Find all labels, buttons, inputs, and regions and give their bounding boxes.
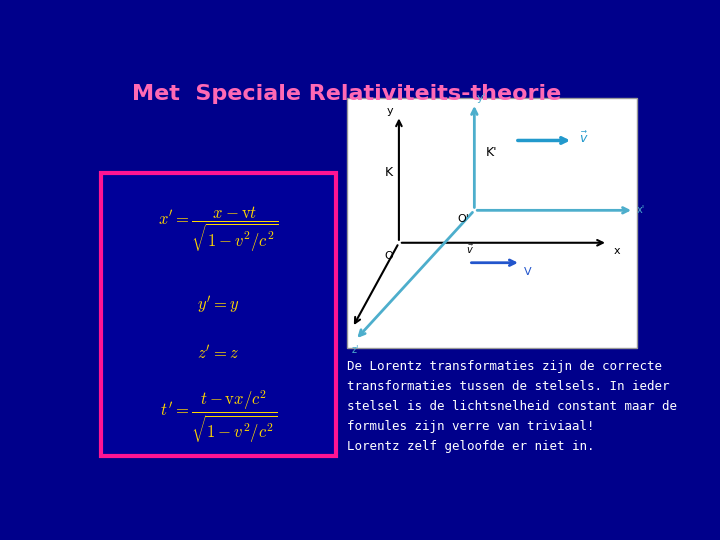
Text: z': z' bbox=[351, 345, 359, 355]
Text: K': K' bbox=[485, 146, 497, 159]
Text: O': O' bbox=[457, 214, 469, 225]
Text: formules zijn verre van triviaal!: formules zijn verre van triviaal! bbox=[347, 420, 594, 433]
Text: x: x bbox=[613, 246, 620, 256]
Text: transformaties tussen de stelsels. In ieder: transformaties tussen de stelsels. In ie… bbox=[347, 380, 669, 393]
Text: y': y' bbox=[477, 93, 487, 103]
Text: $x' = \dfrac{x - \mathrm{v}t}{\sqrt{1 - v^2/c^2}}$: $x' = \dfrac{x - \mathrm{v}t}{\sqrt{1 - … bbox=[158, 205, 279, 254]
Text: $t' = \dfrac{t - \mathrm{v}x/c^2}{\sqrt{1 - v^2/c^2}}$: $t' = \dfrac{t - \mathrm{v}x/c^2}{\sqrt{… bbox=[160, 388, 277, 444]
Text: y: y bbox=[387, 105, 393, 116]
Text: Met  Speciale Relativiteits-theorie: Met Speciale Relativiteits-theorie bbox=[132, 84, 561, 104]
Text: O: O bbox=[384, 251, 393, 261]
Bar bbox=[101, 173, 336, 456]
Text: x': x' bbox=[637, 205, 645, 215]
Text: $z' = z$: $z' = z$ bbox=[197, 345, 239, 363]
Text: stelsel is de lichtsnelheid constant maar de: stelsel is de lichtsnelheid constant maa… bbox=[347, 400, 677, 413]
Text: Lorentz zelf geloofde er niet in.: Lorentz zelf geloofde er niet in. bbox=[347, 440, 594, 453]
Text: $y' = y$: $y' = y$ bbox=[197, 295, 240, 316]
Bar bbox=[347, 98, 637, 348]
Text: $\vec{v}$: $\vec{v}$ bbox=[466, 243, 474, 256]
Text: V: V bbox=[523, 267, 531, 277]
Text: K: K bbox=[385, 166, 393, 179]
Text: $\vec{v}$: $\vec{v}$ bbox=[579, 131, 588, 146]
Text: De Lorentz transformaties zijn de correcte: De Lorentz transformaties zijn de correc… bbox=[347, 360, 662, 373]
